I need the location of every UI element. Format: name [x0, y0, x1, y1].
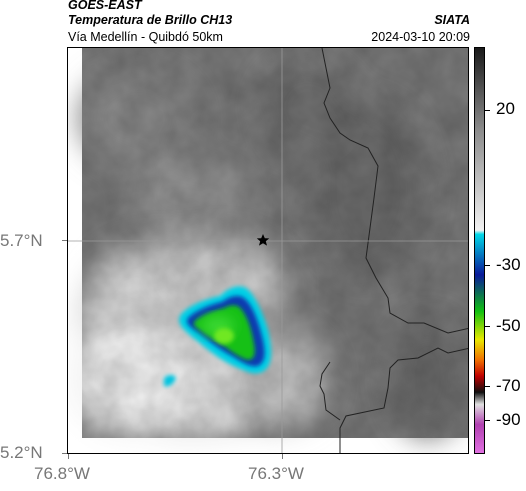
- colorbar-tick: [485, 326, 490, 327]
- org-label: SIATA: [434, 13, 470, 27]
- map-panel: [67, 47, 469, 454]
- cold-cloud-core: [164, 286, 272, 387]
- colorbar-label-minus-50: -50: [496, 316, 521, 335]
- lon-tick-mark: [68, 454, 69, 459]
- lon-tick-label-76-8: 76.8°W: [34, 464, 90, 483]
- lon-tick-mark: [282, 454, 283, 459]
- timestamp-label: 2024-03-10 20:09: [371, 30, 470, 44]
- colorbar-tick: [485, 386, 490, 387]
- satellite-title: GOES-EAST: [68, 0, 142, 12]
- colorbar-tick: [485, 265, 490, 266]
- colorbar-tick: [485, 420, 490, 421]
- colorbar-label-20: 20: [496, 99, 515, 118]
- star-icon: [256, 234, 270, 246]
- lat-tick-label-5-7: 5.7°N: [0, 231, 43, 250]
- graticule: [68, 48, 468, 453]
- colorbar-label-minus-90: -90: [496, 410, 521, 429]
- colorbar-label-minus-30: -30: [496, 255, 521, 274]
- lat-tick-mark: [62, 240, 67, 241]
- lat-tick-mark: [62, 453, 67, 454]
- lon-tick-label-76-3: 76.3°W: [248, 464, 304, 483]
- colorbar: [474, 47, 485, 454]
- product-title: Temperatura de Brillo CH13: [68, 13, 233, 27]
- texture: [82, 48, 468, 438]
- brightness-temperature-map: [68, 48, 468, 453]
- political-borders: [319, 48, 468, 453]
- lat-tick-label-5-2: 5.2°N: [0, 443, 43, 462]
- colorbar-label-minus-70: -70: [496, 376, 521, 395]
- colorbar-tick: [485, 110, 490, 111]
- region-label: Vía Medellín - Quibdó 50km: [68, 30, 223, 44]
